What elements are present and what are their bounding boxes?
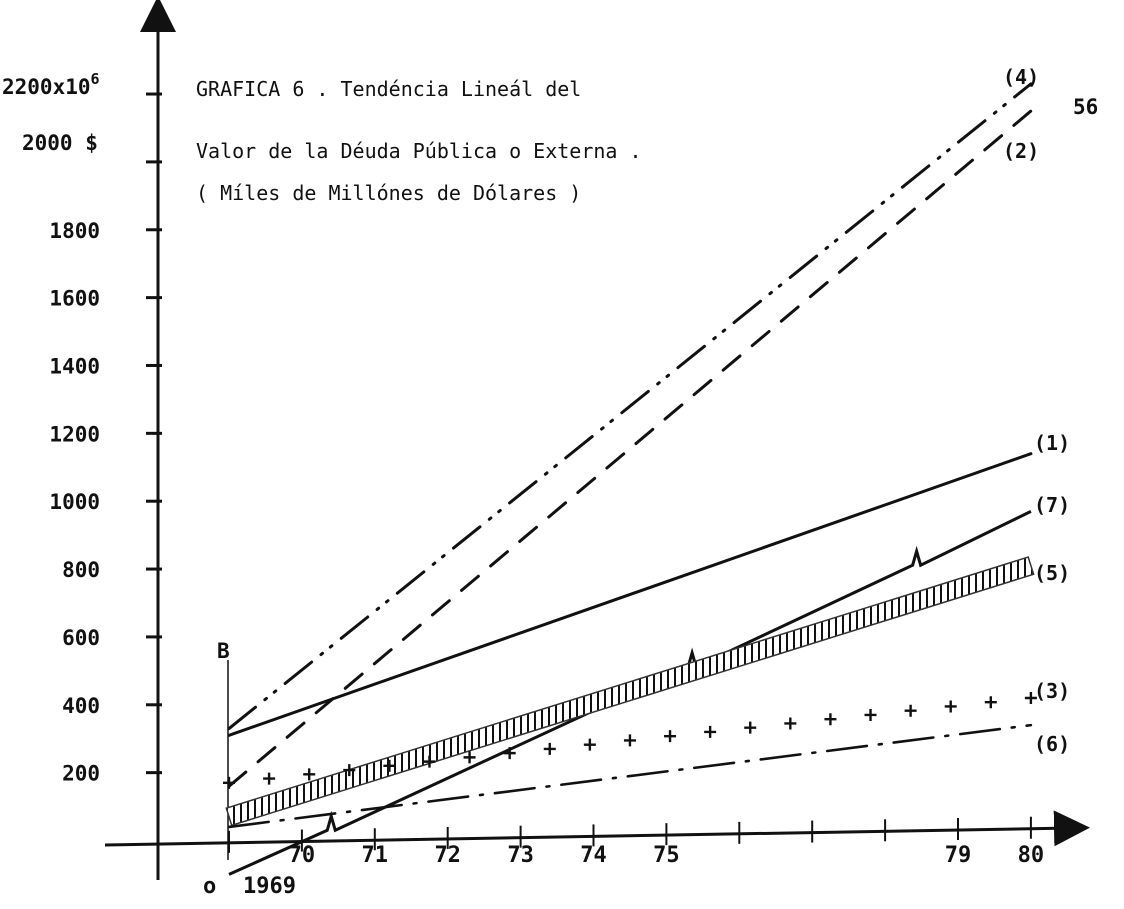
x-tick-label-1972: 72 [434, 843, 461, 868]
plus-marker-17 [904, 704, 917, 717]
plus-marker-14 [784, 717, 797, 730]
series-label-1: (1) [1034, 431, 1070, 455]
plus-marker-0 [223, 776, 235, 789]
series-label-4: (4) [1003, 65, 1039, 89]
series-2-line [227, 109, 1033, 788]
y-tick-label-1600: 1600 [49, 287, 100, 311]
plus-marker-13 [744, 721, 757, 734]
plus-marker-6 [463, 751, 476, 764]
plus-marker-1 [263, 772, 276, 785]
b-label: B [217, 639, 230, 663]
y-tick-label-800: 800 [62, 558, 100, 582]
plus-marker-15 [824, 713, 837, 726]
y-axis-top-label: 2200x106 [2, 70, 100, 99]
plus-marker-4 [383, 759, 396, 772]
page-number: 56 [1073, 95, 1098, 119]
y-tick-label-400: 400 [62, 694, 100, 718]
x-tick-label-1975: 75 [653, 843, 680, 868]
x-tick-label-1974: 74 [580, 843, 607, 868]
series-3-plus-markers [223, 691, 1037, 789]
x-tick-marks [228, 816, 1032, 853]
plus-marker-18 [944, 700, 957, 713]
chart-title-line-2: Valor de la Déuda Pública o Externa . [196, 139, 642, 163]
x-tick-label-1971: 71 [362, 843, 389, 868]
plus-marker-19 [984, 696, 997, 709]
series-label-3: (3) [1034, 679, 1070, 703]
plus-marker-3 [343, 764, 356, 777]
series-5-line [225, 556, 1035, 827]
chart-title-line-3: ( Míles de Millónes de Dólares ) [196, 181, 581, 205]
x-tick-label-1973: 73 [507, 843, 534, 868]
y-tick-labels: 1800 1600 1400 1200 1000 800 600 400 200 [49, 219, 100, 786]
plus-marker-7 [503, 747, 516, 760]
series-lines [223, 82, 1037, 876]
plus-marker-16 [864, 708, 877, 721]
plus-marker-5 [423, 755, 436, 768]
y-tick-label-1800: 1800 [49, 219, 100, 243]
y-tick-label-200: 200 [62, 762, 100, 786]
plus-marker-11 [664, 730, 677, 743]
x-axis [104, 810, 1090, 847]
y-tick-marks [146, 92, 162, 775]
plus-marker-8 [543, 742, 556, 755]
plus-marker-20 [1024, 691, 1037, 704]
series-1-line [227, 452, 1033, 737]
series-4-line [227, 82, 1033, 731]
y-axis-unit-label: 2000 $ [22, 131, 98, 155]
series-label-6: (6) [1034, 732, 1070, 756]
plus-marker-9 [583, 738, 596, 751]
x-tick-label-1980: 80 [1018, 843, 1045, 868]
series-6-line [227, 723, 1033, 829]
series-labels: (4) (2) (1) (7) (5) (3) (6) [1003, 65, 1070, 756]
series-label-5: (5) [1034, 561, 1070, 585]
series-label-2: (2) [1003, 139, 1039, 163]
y-tick-label-1200: 1200 [49, 422, 100, 446]
chart-title-line-1: GRAFICA 6 . Tendéncia Lineál del [196, 77, 581, 101]
y-tick-label-1400: 1400 [49, 354, 100, 378]
plus-marker-2 [303, 768, 316, 781]
series-7-line [228, 510, 1032, 876]
plus-marker-12 [704, 725, 717, 738]
x-tick-label-1969: 1969 [243, 874, 296, 899]
y-tick-label-1000: 1000 [49, 490, 100, 514]
y-tick-label-600: 600 [62, 626, 100, 650]
plus-marker-10 [623, 734, 636, 747]
origin-label: o [203, 874, 216, 899]
x-tick-label-1979: 79 [945, 843, 972, 868]
series-label-7: (7) [1034, 493, 1070, 517]
